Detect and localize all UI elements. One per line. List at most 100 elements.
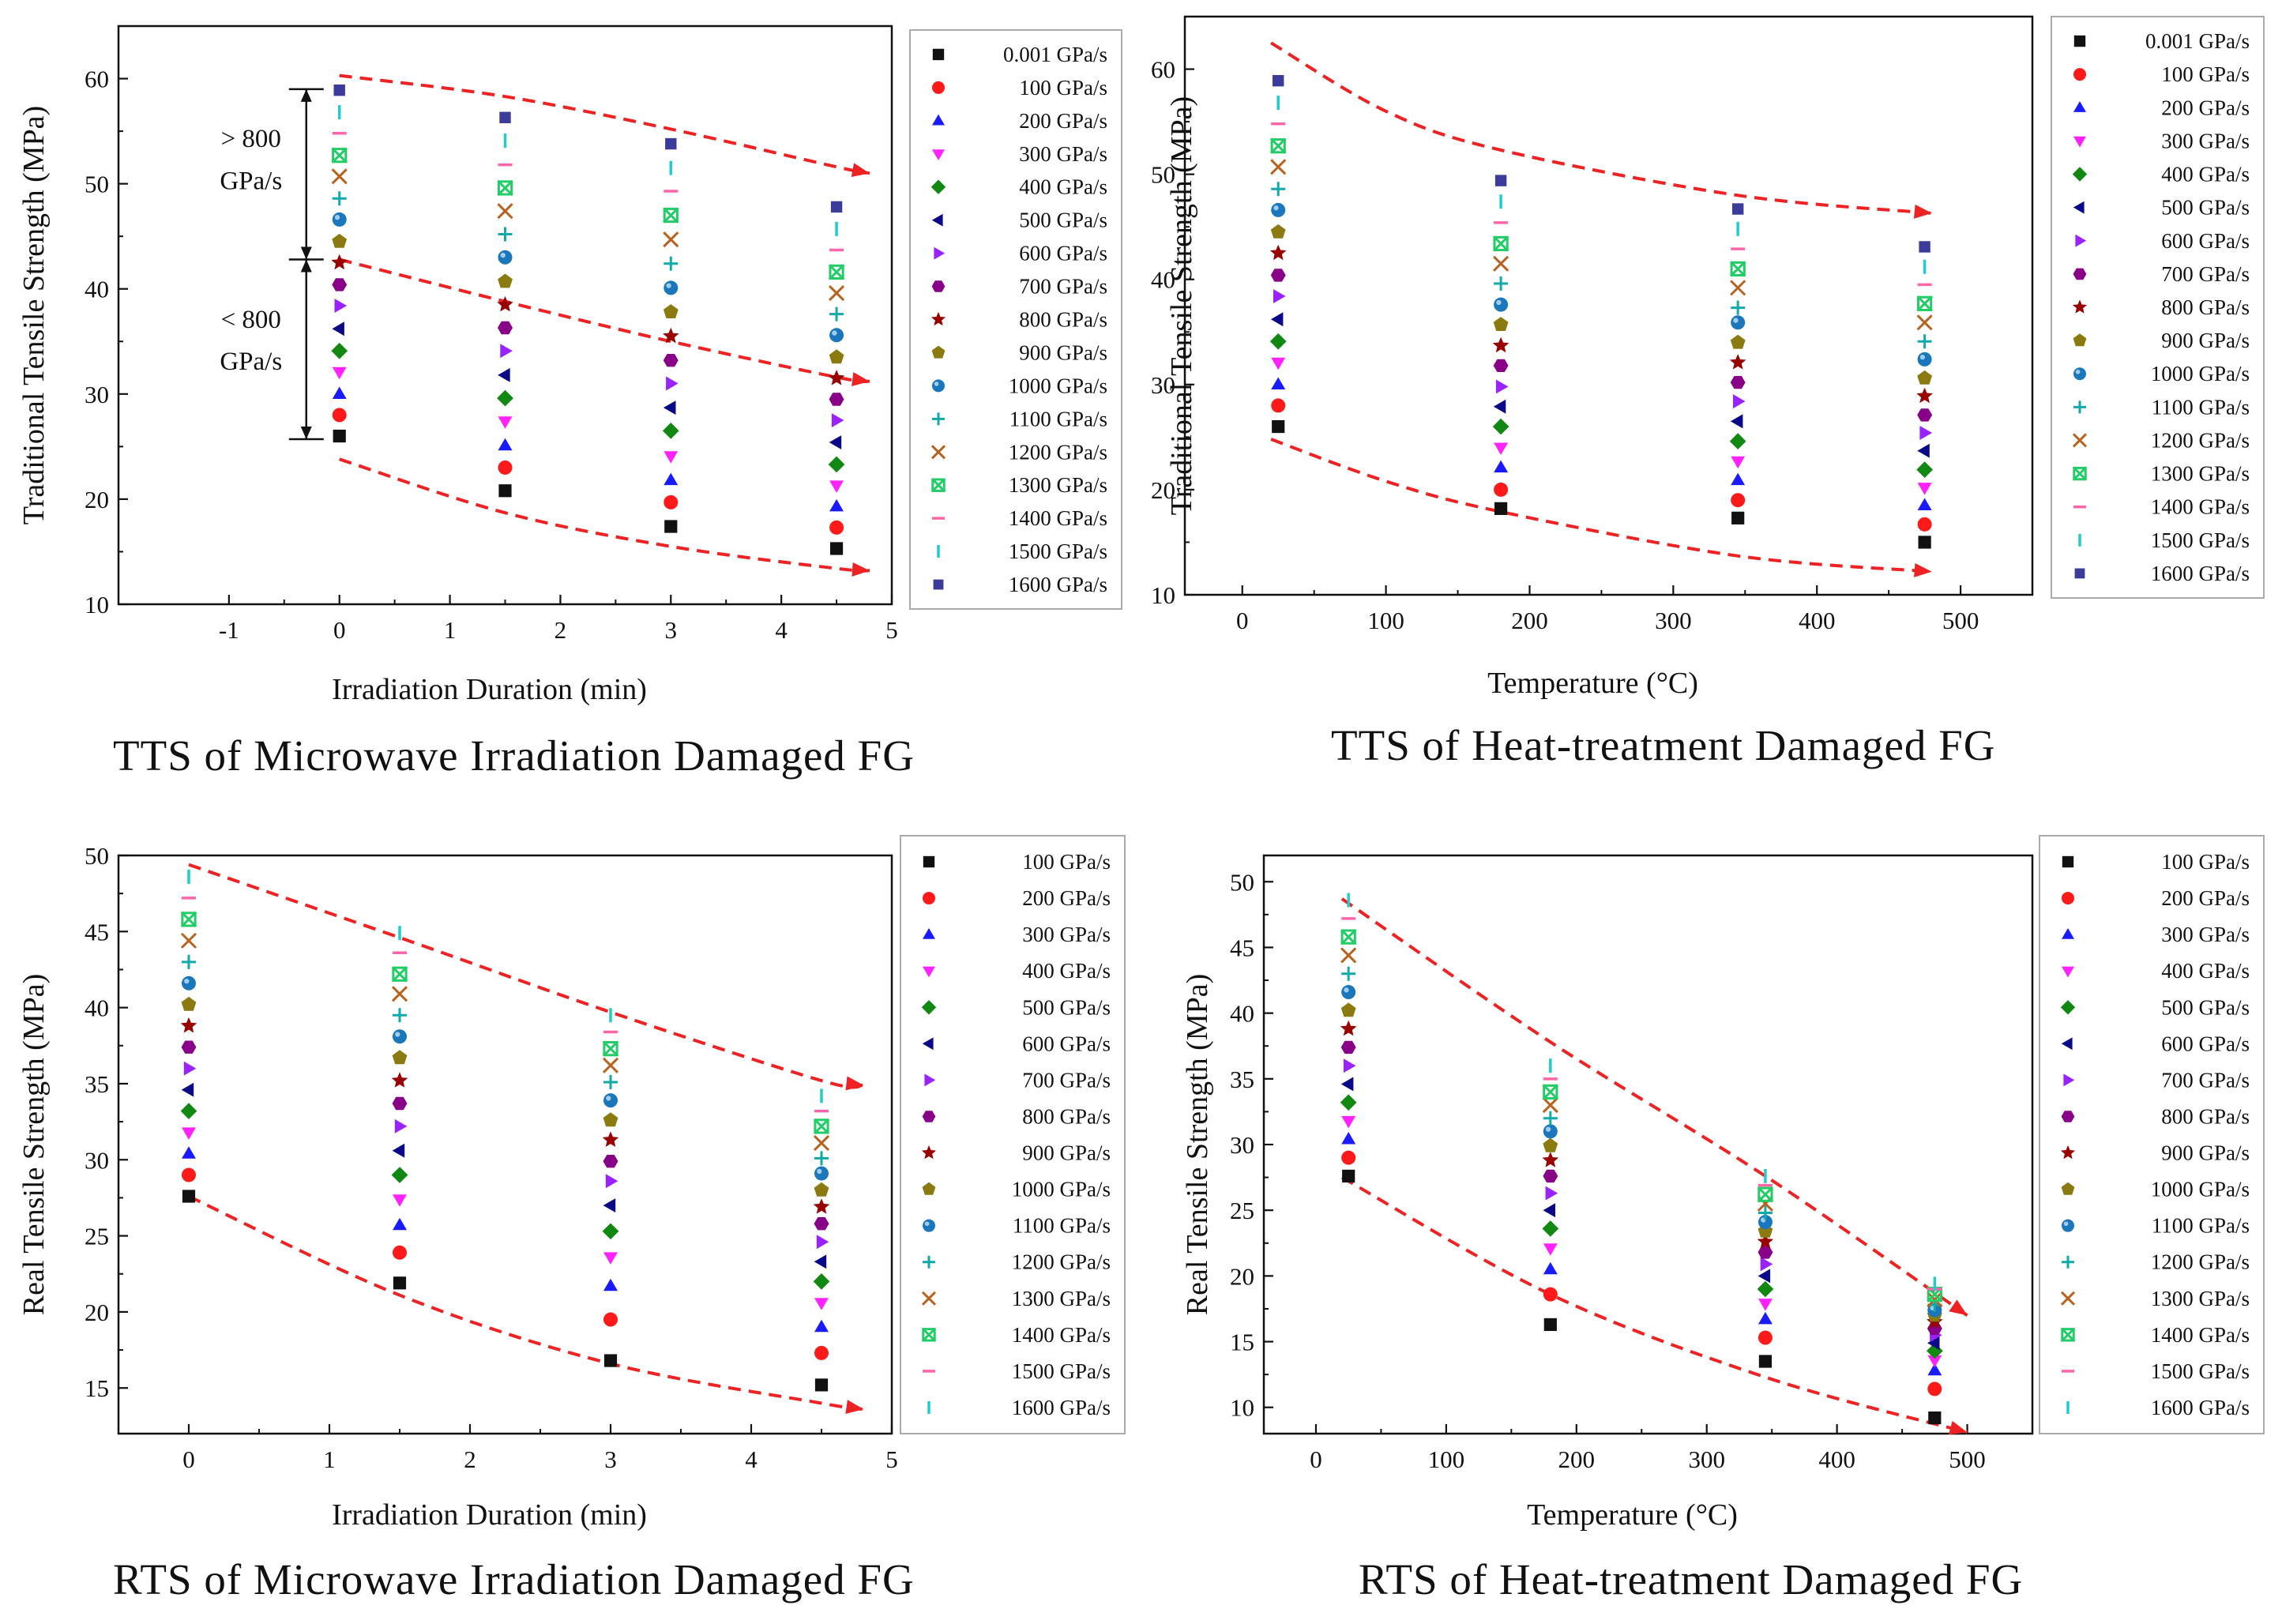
data-point — [1271, 182, 1286, 197]
data-point — [1758, 1299, 1773, 1311]
legend-label: 700 GPa/s — [1022, 1068, 1111, 1092]
legend-marker — [923, 892, 935, 905]
marker-box — [2061, 1328, 2075, 1342]
legend-label: 1500 GPa/s — [1012, 1359, 1111, 1383]
annotation-lower: < 800 — [221, 306, 281, 334]
data-point — [1269, 244, 1287, 261]
envelope-line — [188, 863, 864, 1089]
data-point — [333, 84, 345, 96]
legend-marker — [931, 213, 943, 227]
legend-label: 1100 GPa/s — [1013, 1214, 1111, 1238]
legend-label: 300 GPa/s — [1019, 142, 1107, 166]
legend-marker — [923, 928, 935, 939]
data-point — [1270, 137, 1287, 154]
x-tick-label: 0 — [333, 616, 346, 644]
data-point — [1493, 399, 1506, 414]
legend-marker — [2062, 1219, 2074, 1232]
panel-rts-microwave: RTS of Microwave Irradiation Damaged FG … — [17, 835, 1126, 1603]
data-point — [1493, 235, 1509, 252]
data-point — [332, 191, 347, 206]
legend-label: 200 GPa/s — [2161, 886, 2250, 910]
data-point — [829, 480, 844, 493]
marker-body — [829, 328, 844, 343]
legend-label: 800 GPa/s — [1022, 1104, 1111, 1128]
legend-marker — [2073, 367, 2086, 381]
data-point — [1340, 1094, 1357, 1111]
data-point — [1543, 1318, 1557, 1332]
y-tick-label: 15 — [1230, 1329, 1254, 1356]
data-point — [829, 349, 844, 364]
x-tick-label: 1 — [323, 1445, 336, 1473]
legend-label: 500 GPa/s — [2161, 196, 2250, 220]
legend-marker — [2062, 892, 2074, 905]
data-point — [1542, 1084, 1558, 1100]
x-tick-label: 500 — [1942, 607, 1979, 634]
legend-label: 100 GPa/s — [1022, 850, 1111, 874]
legend-label: 100 GPa/s — [2161, 850, 2250, 874]
legend-marker — [923, 966, 935, 978]
marker-body — [332, 212, 347, 227]
legend-marker — [2073, 333, 2087, 347]
panel-caption: TTS of Heat-treatment Damaged FG — [1331, 721, 1995, 769]
plot-frame — [1262, 854, 2034, 1435]
legend-marker — [930, 311, 946, 326]
marker-box — [2073, 466, 2087, 481]
data-point — [602, 1057, 619, 1073]
data-point — [1919, 426, 1932, 440]
panel-caption: RTS of Heat-treatment Damaged FG — [1359, 1555, 2023, 1603]
legend-label: 1000 GPa/s — [2151, 362, 2250, 385]
legend-marker — [932, 48, 945, 61]
data-point — [603, 1112, 618, 1127]
legend-label: 1000 GPa/s — [1009, 374, 1107, 397]
data-point — [180, 911, 197, 927]
x-tick-label: 500 — [1949, 1445, 1986, 1473]
data-point — [497, 179, 513, 197]
legend-marker — [921, 1291, 937, 1306]
y-tick-label: 60 — [85, 66, 109, 93]
data-point — [829, 542, 844, 555]
legend-label: 1200 GPa/s — [1012, 1250, 1111, 1274]
marker-highlight — [666, 283, 671, 288]
legend-label: 1500 GPa/s — [2151, 528, 2250, 552]
data-point — [829, 328, 844, 343]
data-point — [498, 321, 513, 335]
data-point — [1493, 317, 1509, 331]
marker-box — [931, 478, 946, 492]
legend-box — [909, 29, 1122, 610]
envelope-line — [1340, 1175, 1968, 1434]
x-tick-label: 400 — [1818, 1445, 1855, 1473]
y-tick-label: 30 — [1230, 1131, 1254, 1159]
legend-label: 0.001 GPa/s — [1003, 43, 1107, 66]
x-tick-label: 300 — [1655, 607, 1692, 634]
y-tick-label: 40 — [1230, 1000, 1254, 1028]
marker-body — [1494, 297, 1509, 312]
legend-label: 1200 GPa/s — [1009, 440, 1107, 464]
data-point — [497, 389, 513, 407]
data-point — [332, 321, 344, 336]
x-tick-label: 2 — [555, 616, 567, 644]
data-point — [498, 367, 510, 382]
data-point — [813, 1198, 830, 1214]
data-point — [814, 1217, 829, 1231]
data-point — [332, 408, 347, 423]
marker-box — [1730, 261, 1746, 277]
y-tick-label: 20 — [1151, 476, 1175, 504]
legend-marker — [931, 280, 946, 292]
data-point — [181, 996, 197, 1011]
legend-label: 700 GPa/s — [2161, 1068, 2250, 1092]
legend-label: 900 GPa/s — [2161, 1141, 2250, 1165]
data-point — [605, 1174, 618, 1189]
data-point — [1917, 483, 1932, 495]
x-tick-label: 1 — [444, 616, 457, 644]
legend-label: 0.001 GPa/s — [2145, 29, 2250, 53]
marker-x — [1542, 1084, 1558, 1100]
marker-box — [392, 966, 408, 982]
data-point — [1758, 1355, 1773, 1368]
legend-marker — [932, 81, 945, 94]
data-point — [498, 484, 512, 498]
marker-box — [603, 1041, 618, 1057]
legend-label: 1600 GPa/s — [1012, 1396, 1111, 1419]
data-point — [665, 137, 677, 150]
data-point — [332, 386, 347, 399]
